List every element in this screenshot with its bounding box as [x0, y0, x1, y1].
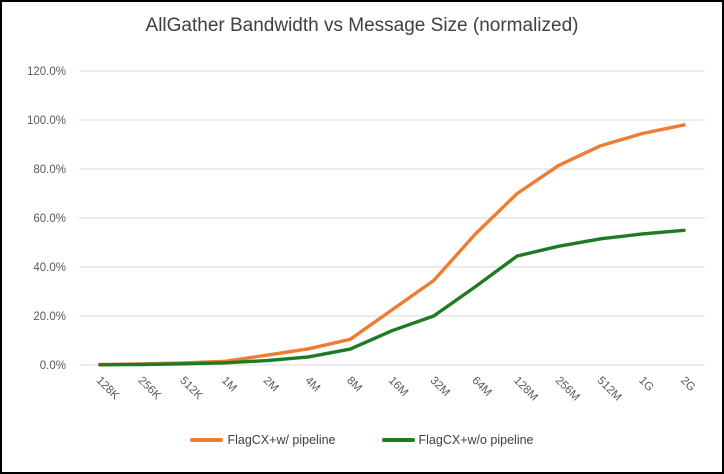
x-axis-tick-label: 32M: [428, 375, 452, 399]
x-axis-tick-label: 4M: [302, 375, 322, 395]
legend-label: FlagCX+w/o pipeline: [418, 433, 534, 447]
x-axis-tick-label: 8M: [344, 375, 364, 395]
chart-title: AllGather Bandwidth vs Message Size (nor…: [145, 15, 579, 36]
legend-line-swatch: [190, 438, 224, 442]
series-line-without-pipeline: [98, 228, 686, 367]
series-line-with-pipeline: [98, 123, 686, 367]
y-axis-tick-label: 40.0%: [33, 262, 66, 274]
x-axis-tick-label: 256M: [553, 375, 582, 404]
y-axis-tick-label: 60.0%: [33, 213, 66, 225]
x-axis-tick-label: 1G: [636, 375, 655, 394]
legend-item: FlagCX+w/ pipeline: [190, 433, 336, 447]
x-axis-tick-label: 64M: [469, 375, 493, 399]
y-axis-tick-label: 80.0%: [33, 164, 66, 176]
y-axis-tick-label: 100.0%: [27, 115, 66, 127]
plot-area: 0.0% 20.0% 40.0% 60.0% 80.0% 100.0% 120.0% 128K…: [27, 66, 705, 404]
x-axis-tick-label: 256K: [135, 375, 163, 403]
x-axis-tick-label: 512K: [177, 375, 205, 403]
x-axis-tick-label: 1M: [219, 375, 239, 395]
x-axis-tick-label: 128M: [511, 375, 540, 404]
x-axis-tick-label: 512M: [595, 375, 624, 404]
x-axis-tick-label: 16M: [386, 375, 410, 399]
legend-label: FlagCX+w/ pipeline: [227, 433, 336, 447]
y-axis-tick-label: 0.0%: [40, 360, 66, 372]
y-axis-tick-label: 20.0%: [33, 311, 66, 323]
legend-item: FlagCX+w/o pipeline: [381, 433, 534, 447]
x-axis-tick-label: 128K: [94, 375, 122, 403]
legend: FlagCX+w/ pipeline FlagCX+w/o pipeline: [2, 433, 722, 447]
legend-line-swatch: [381, 438, 415, 442]
x-axis-tick-label: 2M: [261, 375, 281, 395]
x-axis-tick-label: 2G: [678, 375, 697, 394]
y-axis-tick-label: 120.0%: [27, 66, 66, 78]
